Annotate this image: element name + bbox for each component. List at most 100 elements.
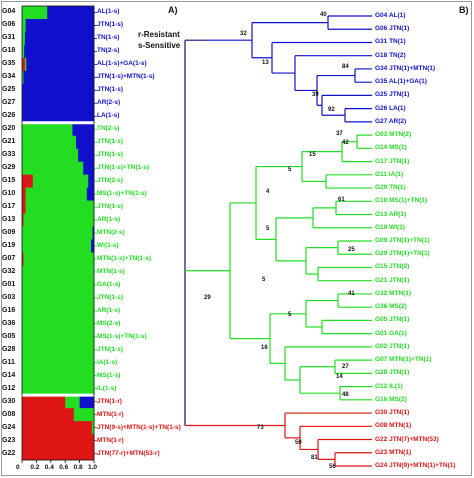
- cluster-separator: [22, 121, 94, 125]
- bar-segment-green: [22, 122, 73, 137]
- tree-leaf-label: G14 MS(1): [375, 144, 407, 152]
- bar-segment-green: [22, 135, 77, 149]
- bar-segment-red: [22, 395, 66, 409]
- tree-leaf-label: G29 JTN(1)+TN(1): [375, 250, 430, 258]
- row-group-label: JTN(2-s): [97, 177, 124, 185]
- row-id-label: G08: [2, 410, 16, 418]
- bootstrap-value: 61: [338, 197, 345, 203]
- row-group-label: MS(1-s)+TN(1-s): [97, 332, 147, 340]
- row-id-label: G13: [2, 216, 16, 224]
- bar-segment-blue: [78, 148, 95, 162]
- row-id-label: G19: [2, 241, 16, 249]
- bar-segment-blue: [86, 187, 95, 201]
- row-id-label: G36: [2, 319, 16, 327]
- bootstrap-value: 14: [336, 374, 343, 380]
- bar-segment-green: [22, 356, 95, 370]
- row-id-label: G04: [2, 8, 16, 16]
- bootstrap-value: 32: [240, 31, 247, 37]
- panel-a-label: A): [168, 5, 178, 15]
- bar-segment-red: [22, 408, 75, 422]
- tree-leaf-label: G36 MS(2): [375, 303, 407, 311]
- bar-segment-blue: [22, 83, 95, 98]
- bar-segment-green: [22, 291, 95, 305]
- tree-leaf-label: G20 TN(1): [375, 184, 406, 192]
- row-id-label: G09: [2, 229, 16, 236]
- bar-segment-blue: [88, 174, 95, 188]
- bar-segment-green: [22, 31, 26, 46]
- bootstrap-value: 15: [309, 152, 316, 158]
- bar-segment-blue: [83, 161, 95, 175]
- bar-segment-red: [22, 213, 24, 227]
- bar-segment-green: [22, 44, 25, 59]
- row-group-label: IL(1-s): [97, 384, 117, 392]
- row-group-label: AL(1-s): [97, 8, 120, 16]
- bar-segment-blue: [76, 135, 95, 149]
- tree-leaf-label: G21 JTN(1): [375, 276, 410, 284]
- bootstrap-value: 50: [295, 440, 302, 446]
- row-group-label: JTN(77-r)+MTN(53-r): [97, 449, 160, 457]
- bar-segment-green: [24, 57, 27, 72]
- x-tick-label: 1.0: [88, 464, 98, 471]
- bootstrap-value: 27: [342, 364, 349, 370]
- row-group-label: AR(1-s): [97, 306, 121, 314]
- row-group-label: TN(2-s): [97, 47, 120, 55]
- bootstrap-value: 41: [348, 291, 355, 297]
- tree-leaf-label: G09 JTN(1)+TN(1): [375, 237, 430, 244]
- bar-segment-green: [22, 239, 92, 253]
- row-id-label: G25: [2, 86, 16, 94]
- bar-segment-green: [22, 317, 95, 331]
- row-group-label: WI(1-s): [97, 241, 119, 249]
- tree-leaf-label: G27 AR(2): [375, 117, 407, 125]
- row-id-label: G22: [2, 449, 16, 457]
- row-group-label: MTN(1-r): [97, 436, 124, 444]
- bootstrap-value: 5: [266, 226, 270, 232]
- bootstrap-value: 56: [329, 464, 336, 470]
- bar-segment-blue: [24, 44, 95, 59]
- row-id-label: G01: [2, 280, 16, 288]
- bootstrap-value: 4: [266, 189, 270, 195]
- row-group-label: MTN(1-s)+TN(1-s): [97, 254, 151, 262]
- row-group-label: JTN(1-s): [97, 293, 124, 301]
- bar-segment-green: [73, 408, 95, 422]
- tree-leaf-label: G01 GA(1): [375, 329, 407, 337]
- bar-segment-green: [22, 382, 95, 396]
- tree-leaf-label: G24 JTN(9)+MTN(1)+TN(1): [375, 462, 456, 469]
- row-group-label: LA(1-s): [97, 112, 120, 120]
- bar-segment-green: [22, 70, 24, 85]
- bar-segment-green: [22, 330, 95, 344]
- tree-leaf-label: G35 AL(1)+GA(1): [375, 78, 427, 86]
- tree-leaf-label: G32 MTN(1): [375, 289, 412, 297]
- legend-sensitive: s-Sensitive: [138, 41, 181, 50]
- bar-segment-red: [22, 434, 95, 448]
- row-id-label: G16: [2, 306, 16, 314]
- bootstrap-value: 84: [342, 64, 349, 70]
- bootstrap-value: 42: [342, 140, 349, 146]
- row-group-label: JTN(1-s)+MTN(1-s): [97, 73, 155, 81]
- bar-segment-green: [22, 161, 84, 175]
- row-id-label: G10: [2, 190, 16, 198]
- row-group-label: JTN(1-s)+TN(1-s): [97, 164, 150, 172]
- tree-leaf-label: G18 TN(2): [375, 51, 406, 59]
- row-id-label: G12: [2, 384, 16, 392]
- row-id-label: G07: [2, 254, 16, 262]
- row-id-label: G06: [2, 21, 16, 29]
- bootstrap-value: 25: [348, 247, 355, 253]
- row-id-label: G17: [2, 203, 16, 211]
- row-id-label: G14: [2, 371, 16, 379]
- bar-segment-red: [22, 252, 24, 266]
- bar-segment-blue: [91, 239, 95, 253]
- tree-leaf-label: G11 IA(1): [375, 170, 404, 178]
- bar-segment-green: [23, 213, 95, 227]
- tree-leaf-label: G15 JTN(2): [375, 263, 410, 271]
- row-id-label: G05: [2, 332, 16, 340]
- tree-leaf-label: G08 MTN(1): [375, 422, 412, 430]
- bar-segment-green: [22, 265, 95, 279]
- row-group-label: JTN(1-s): [97, 86, 124, 94]
- row-group-label: AL(1-s)+GA(1-s): [97, 60, 147, 68]
- row-group-label: AR(2-s): [97, 99, 121, 107]
- cluster-separator: [22, 393, 94, 397]
- legend-resistant: r-Resistant: [138, 30, 180, 39]
- tree-leaf-label: G26 LA(1): [375, 104, 406, 112]
- bootstrap-value: 16: [261, 345, 268, 351]
